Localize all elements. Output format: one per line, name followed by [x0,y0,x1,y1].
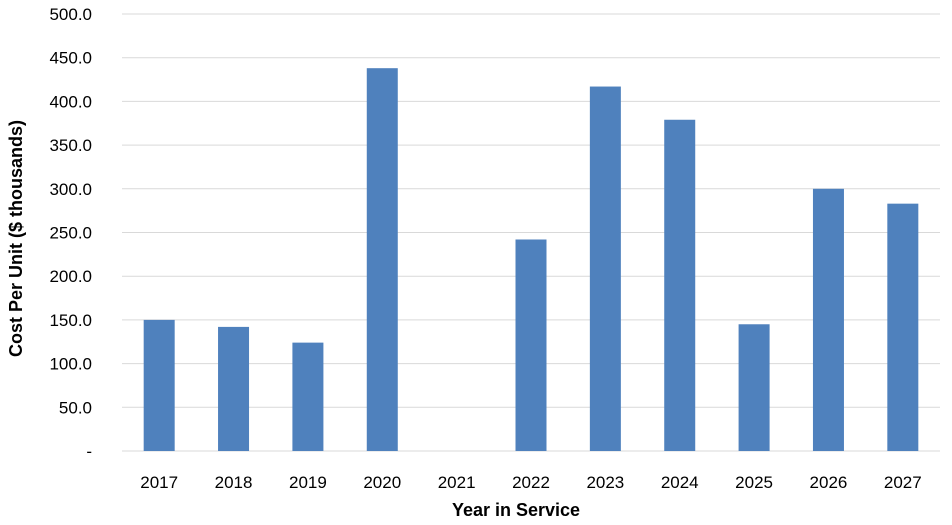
x-axis-tick-labels: 2017 2018 2019 2020 2021 2022 2023 2024 2025 2026… [140,473,921,492]
x-tick-label: 2027 [884,473,922,492]
x-tick-label: 2018 [215,473,253,492]
x-tick-label: 2017 [140,473,178,492]
y-tick-label: 50.0 [59,398,92,417]
bar-2024 [664,119,696,451]
x-tick-label: 2026 [810,473,848,492]
x-tick-label: 2021 [438,473,476,492]
x-tick-label: 2023 [586,473,624,492]
bar-2019 [292,342,324,451]
y-tick-label: 500.0 [49,5,92,24]
y-tick-label: 150.0 [49,311,92,330]
y-tick-label: - [86,442,92,461]
bar-2020 [366,68,398,452]
x-tick-label: 2020 [363,473,401,492]
bar-2018 [218,326,250,451]
x-tick-label: 2019 [289,473,327,492]
x-tick-label: 2024 [661,473,699,492]
y-tick-label: 100.0 [49,355,92,374]
y-tick-label: 250.0 [49,224,92,243]
bar-2022 [515,239,547,451]
bar-2023 [589,86,621,452]
y-axis-tick-labels: - 50.0 100.0 150.0 200.0 250.0 300.0 350.0 400.0… [49,5,92,461]
x-tick-label: 2022 [512,473,550,492]
y-tick-label: 300.0 [49,180,92,199]
bar-2017 [143,319,175,451]
bar-2026 [812,188,844,452]
y-tick-label: 200.0 [49,267,92,286]
bar-2027 [887,203,919,451]
y-tick-label: 350.0 [49,136,92,155]
y-tick-label: 450.0 [49,49,92,68]
y-tick-label: 400.0 [49,92,92,111]
y-axis-title: Cost Per Unit ($ thousands) [6,120,26,357]
x-axis-title: Year in Service [452,500,580,520]
bar-2025 [738,324,770,451]
bars [143,68,919,452]
x-tick-label: 2025 [735,473,773,492]
